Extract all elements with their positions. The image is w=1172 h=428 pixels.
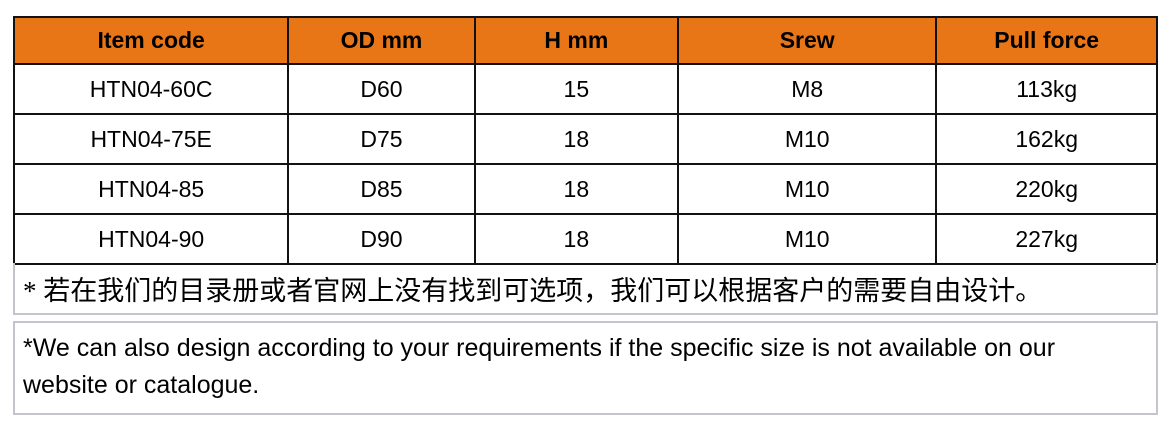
table-cell: 18: [473, 163, 680, 215]
table-cell: HTN04-90: [12, 213, 290, 265]
column-header: Srew: [677, 16, 938, 65]
table-cell: 18: [473, 213, 680, 265]
footnote-chinese: * 若在我们的目录册或者官网上没有找到可选项，我们可以根据客户的需要自由设计。: [13, 263, 1158, 315]
table-cell: 162kg: [935, 113, 1158, 165]
table-header: Item code OD mm H mm Srew Pull force: [12, 16, 1158, 65]
table-cell: 15: [473, 63, 680, 115]
column-header: H mm: [473, 16, 680, 65]
table-cell: M10: [677, 113, 938, 165]
column-header: OD mm: [287, 16, 476, 65]
table-row: HTN04-90 D90 18 M10 227kg: [12, 213, 1158, 265]
table-cell: D75: [287, 113, 476, 165]
table-cell: M10: [677, 163, 938, 215]
table-cell: M8: [677, 63, 938, 115]
column-header: Item code: [12, 16, 290, 65]
table-cell: 113kg: [935, 63, 1158, 115]
spec-sheet: Item code OD mm H mm Srew Pull force HTN04-6…: [12, 16, 1158, 415]
header-row: Item code OD mm H mm Srew Pull force: [12, 16, 1158, 65]
table-cell: HTN04-75E: [12, 113, 290, 165]
table-cell: 18: [473, 113, 680, 165]
table-row: HTN04-75E D75 18 M10 162kg: [12, 113, 1158, 165]
table-cell: M10: [677, 213, 938, 265]
table-body: HTN04-60C D60 15 M8 113kg HTN04-75E D75 18 M10 16…: [12, 63, 1158, 265]
table-cell: 220kg: [935, 163, 1158, 215]
table-cell: D85: [287, 163, 476, 215]
table-cell: D90: [287, 213, 476, 265]
footnote-chinese-text: * 若在我们的目录册或者官网上没有找到可选项，我们可以根据客户的需要自由设计。: [23, 275, 1043, 306]
footnote-english: *We can also design according to your re…: [13, 321, 1158, 415]
product-spec-table: Item code OD mm H mm Srew Pull force HTN04-6…: [12, 16, 1158, 265]
table-cell: 227kg: [935, 213, 1158, 265]
table-cell: D60: [287, 63, 476, 115]
table-cell: HTN04-60C: [12, 63, 290, 115]
column-header: Pull force: [935, 16, 1158, 65]
table-row: HTN04-85 D85 18 M10 220kg: [12, 163, 1158, 215]
table-row: HTN04-60C D60 15 M8 113kg: [12, 63, 1158, 115]
footnote-english-text: *We can also design according to your re…: [23, 334, 1056, 399]
table-cell: HTN04-85: [12, 163, 290, 215]
